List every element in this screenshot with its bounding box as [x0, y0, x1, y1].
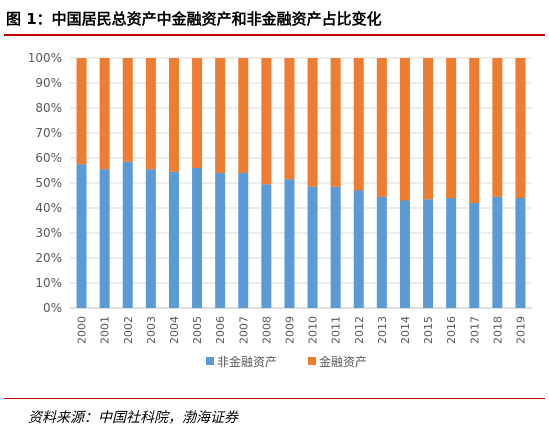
- bar-non-financial: [76, 164, 87, 308]
- legend: 非金融资产 金融资产: [206, 354, 367, 369]
- x-axis-ticks: 2000 2001 2002 2003 2004 2005 2006 2007 2008 2009…: [76, 316, 528, 344]
- bar-non-financial: [307, 186, 318, 308]
- bar-non-financial: [192, 168, 203, 308]
- bar-financial: [376, 58, 387, 197]
- bar-non-financial: [215, 173, 226, 308]
- bar-financial: [99, 58, 110, 170]
- bar-non-financial: [261, 184, 272, 308]
- y-tick-label: 50%: [35, 176, 62, 190]
- x-tick-label: 2013: [376, 316, 389, 344]
- bar-financial: [261, 58, 272, 185]
- bar-non-financial: [446, 198, 457, 308]
- source-rule: [4, 398, 545, 399]
- y-tick-label: 90%: [35, 76, 62, 90]
- x-tick-label: 2015: [422, 316, 435, 344]
- x-tick-label: 2002: [122, 316, 135, 344]
- bar-financial: [446, 58, 457, 198]
- bar-financial: [76, 58, 87, 165]
- bar-financial: [307, 58, 318, 187]
- y-tick-label: 10%: [35, 276, 62, 290]
- bar-non-financial: [330, 186, 341, 308]
- legend-swatch-financial: [308, 357, 316, 365]
- bar-financial: [469, 58, 480, 203]
- x-tick-label: 2010: [307, 316, 320, 344]
- x-tick-label: 2009: [283, 316, 296, 344]
- stacked-bar-chart: 0%10%20%30%40%50%60%70%80%90%100% 2000 20…: [28, 51, 532, 369]
- bar-financial: [284, 58, 295, 180]
- bar-non-financial: [399, 200, 410, 308]
- bar-financial: [492, 58, 503, 197]
- x-tick-label: 2018: [491, 316, 504, 344]
- legend-swatch-non-financial: [206, 357, 214, 365]
- y-axis-ticks: 0% 10% 20% 30% 40% 50% 60% 70% 80% 90% 100%: [28, 51, 62, 315]
- bar-non-financial: [353, 190, 364, 308]
- bars: [76, 58, 526, 308]
- bar-financial: [215, 58, 226, 173]
- y-tick-label: 60%: [35, 151, 62, 165]
- x-tick-label: 2008: [260, 316, 273, 344]
- bar-non-financial: [376, 196, 387, 308]
- bar-non-financial: [238, 173, 249, 308]
- title-rule: [4, 34, 545, 36]
- y-tick-label: 20%: [35, 251, 62, 265]
- bar-non-financial: [492, 196, 503, 308]
- x-tick-label: 2001: [99, 316, 112, 344]
- x-tick-label: 2000: [76, 316, 89, 344]
- bar-financial: [238, 58, 249, 173]
- bar-financial: [515, 58, 526, 198]
- x-tick-label: 2011: [330, 316, 343, 344]
- bar-financial: [330, 58, 341, 187]
- y-tick-label: 70%: [35, 126, 62, 140]
- x-tick-label: 2012: [353, 316, 366, 344]
- y-tick-label: 40%: [35, 201, 62, 215]
- bar-financial: [145, 58, 156, 170]
- y-tick-label: 30%: [35, 226, 62, 240]
- bar-financial: [122, 58, 133, 162]
- bar-non-financial: [284, 179, 295, 308]
- bar-financial: [423, 58, 434, 200]
- x-tick-label: 2004: [168, 316, 181, 344]
- figure-title: 图 1：中国居民总资产中金融资产和非金融资产占比变化: [6, 10, 382, 28]
- bar-financial: [353, 58, 364, 191]
- bar-non-financial: [515, 198, 526, 308]
- x-tick-label: 2003: [145, 316, 158, 344]
- x-tick-label: 2005: [191, 316, 204, 344]
- gridlines: [70, 57, 532, 309]
- y-tick-label: 0%: [43, 301, 62, 315]
- bar-non-financial: [423, 199, 434, 308]
- x-tick-label: 2006: [214, 316, 227, 344]
- x-tick-label: 2016: [445, 316, 458, 344]
- bar-non-financial: [168, 171, 179, 308]
- x-tick-label: 2007: [237, 316, 250, 344]
- legend-label-financial: 金融资产: [319, 354, 367, 369]
- legend-label-non-financial: 非金融资产: [217, 354, 277, 369]
- bar-financial: [399, 58, 410, 201]
- bar-non-financial: [122, 161, 133, 308]
- bar-financial: [168, 58, 179, 172]
- bar-financial: [192, 58, 203, 168]
- x-tick-label: 2017: [468, 316, 481, 344]
- bar-non-financial: [145, 169, 156, 308]
- x-tick-label: 2014: [399, 316, 412, 344]
- y-tick-label: 100%: [28, 51, 62, 65]
- source-note: 资料来源：中国社科院，渤海证券: [28, 410, 238, 426]
- bar-non-financial: [99, 169, 110, 308]
- bar-non-financial: [469, 203, 480, 308]
- y-tick-label: 80%: [35, 101, 62, 115]
- x-tick-label: 2019: [514, 316, 527, 344]
